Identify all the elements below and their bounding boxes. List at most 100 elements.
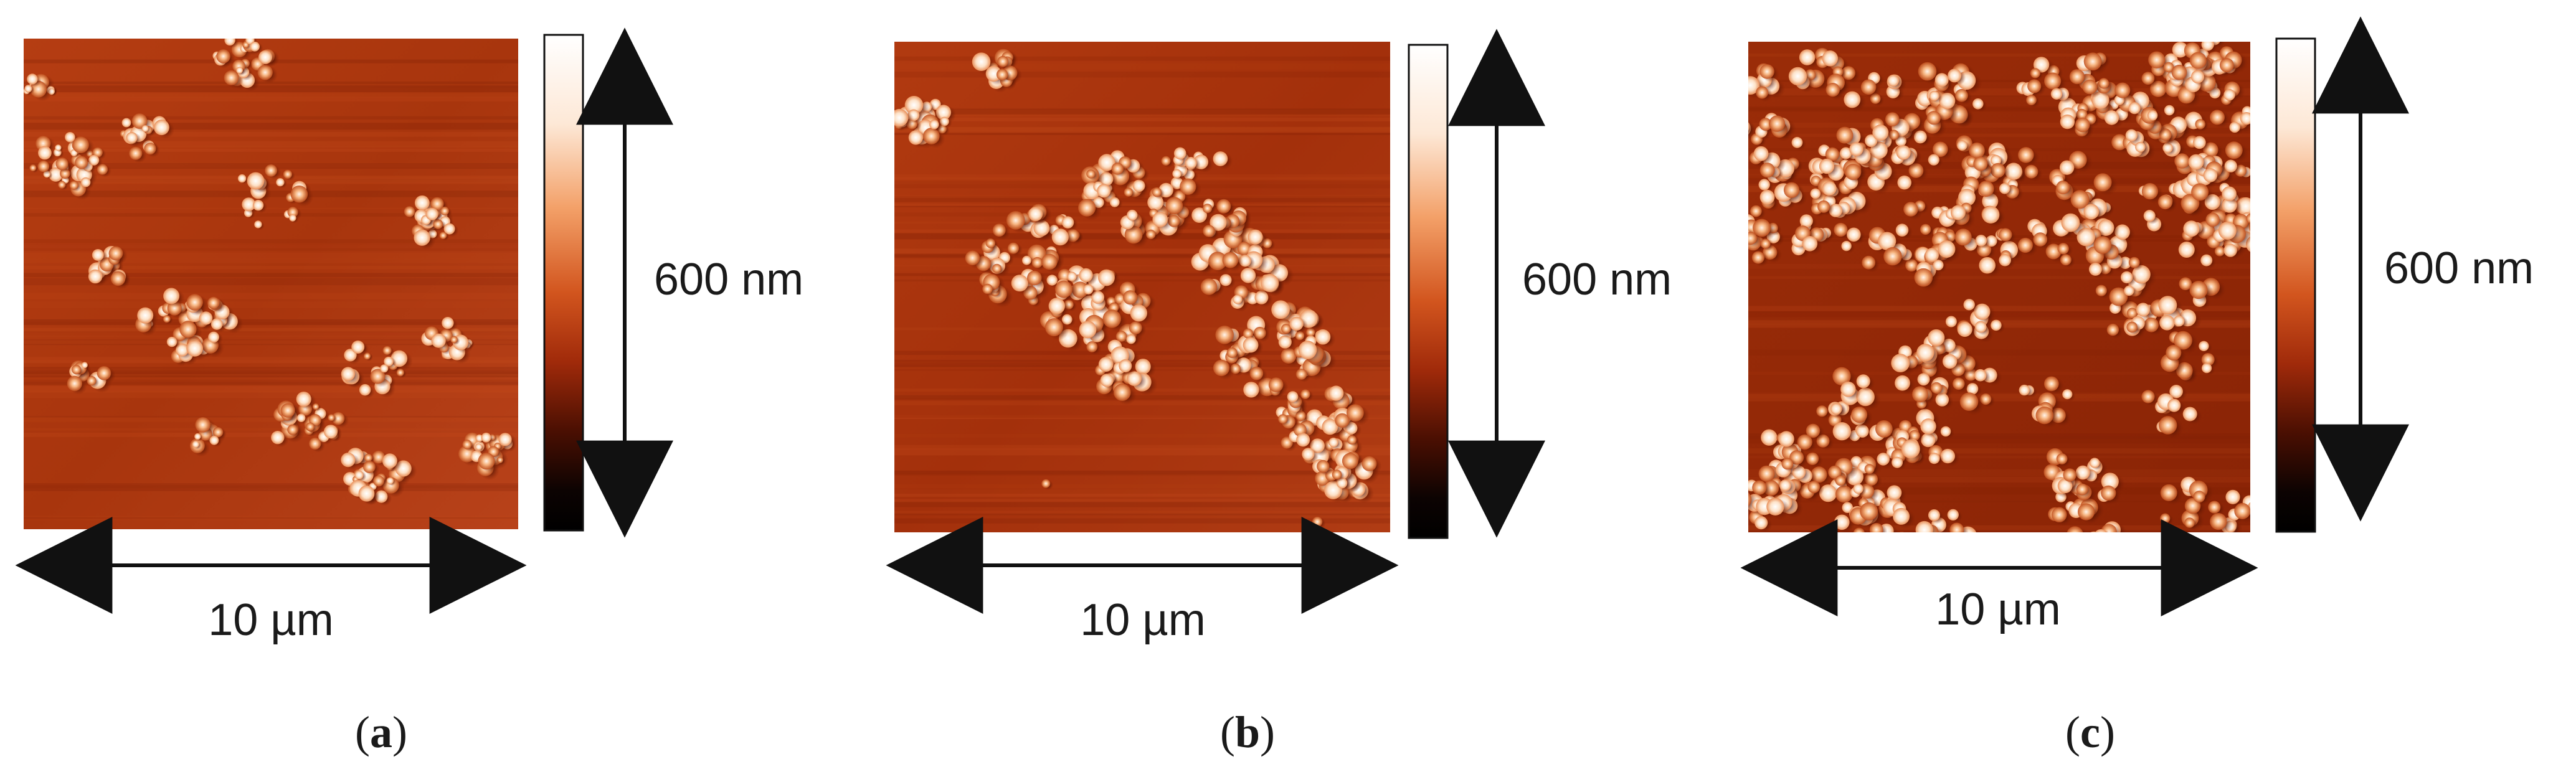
nanoparticle xyxy=(370,369,386,384)
scan-streak xyxy=(24,357,518,361)
nanoparticle xyxy=(2223,89,2235,101)
scan-streak xyxy=(24,146,518,150)
nanoparticle xyxy=(1931,382,1943,394)
nanoparticle xyxy=(1928,154,1939,166)
nanoparticle xyxy=(216,49,230,64)
nanoparticle xyxy=(2209,29,2220,40)
nanoparticle xyxy=(1778,431,1794,447)
nanoparticle xyxy=(1895,224,1909,237)
nanoparticle xyxy=(2095,529,2107,532)
nanoparticle xyxy=(2030,68,2040,78)
nanoparticle xyxy=(137,307,154,324)
nanoparticle xyxy=(1999,228,2012,242)
nanoparticle xyxy=(1342,453,1358,469)
nanoparticle xyxy=(1759,162,1775,178)
nanoparticle xyxy=(929,120,939,130)
nanoparticle xyxy=(37,160,50,172)
scan-streak xyxy=(894,204,1390,206)
scan-streak xyxy=(894,418,1390,420)
nanoparticle xyxy=(247,172,265,190)
nanoparticle xyxy=(2050,88,2063,100)
nanoparticle xyxy=(1078,199,1096,217)
particle-shadow xyxy=(2089,535,2110,556)
scan-streak xyxy=(894,64,1390,70)
nanoparticle xyxy=(1783,182,1800,198)
nanoparticle xyxy=(997,55,1009,67)
nanoparticle xyxy=(478,453,495,470)
nanoparticle xyxy=(1041,253,1058,270)
nanoparticle xyxy=(1946,542,1963,558)
nanoparticle xyxy=(1750,205,1762,217)
scan-streak xyxy=(894,489,1390,496)
nanoparticle xyxy=(1216,199,1231,214)
panel-b: 600 nm 10 µm (b) xyxy=(886,29,1672,757)
nanoparticle xyxy=(1835,475,1846,486)
nanoparticle xyxy=(1243,382,1259,398)
nanoparticle xyxy=(1917,373,1930,386)
nanoparticle xyxy=(1261,274,1279,292)
nanoparticle xyxy=(2200,254,2213,266)
scan-streak xyxy=(894,511,1390,514)
nanoparticle xyxy=(1724,490,1739,505)
nanoparticle xyxy=(1278,335,1292,349)
nanoparticle xyxy=(1878,232,1896,250)
nanoparticle xyxy=(283,169,293,179)
nanoparticle xyxy=(1208,252,1227,271)
nanoparticle xyxy=(1203,225,1215,237)
particle-shadow xyxy=(2250,502,2269,520)
particle-shadow xyxy=(1948,543,1968,562)
scan-streak xyxy=(24,379,518,385)
scan-streak xyxy=(1748,393,2250,402)
particle-shadow xyxy=(2089,533,2108,552)
nanoparticle xyxy=(439,232,447,240)
nanoparticle xyxy=(2249,224,2250,232)
nanoparticle xyxy=(224,70,239,85)
nanoparticle xyxy=(1840,147,1852,159)
nanoparticle xyxy=(382,453,397,469)
nanoparticle xyxy=(1914,268,1933,287)
scan-streak xyxy=(24,123,518,130)
nanoparticle xyxy=(2182,407,2197,421)
nanoparticle xyxy=(363,461,376,473)
nanoparticle xyxy=(2167,398,2181,412)
nanoparticle xyxy=(1832,422,1851,441)
nanoparticle xyxy=(1753,146,1769,161)
scan-streak xyxy=(894,351,1390,355)
nanoparticle xyxy=(1723,504,1739,520)
nanoparticle xyxy=(1328,437,1338,448)
nanoparticle xyxy=(1146,229,1156,240)
nanoparticle xyxy=(2159,416,2177,435)
nanoparticle xyxy=(1119,359,1132,373)
nanoparticle xyxy=(2201,353,2215,366)
nanoparticle xyxy=(2141,72,2155,85)
scan-streak xyxy=(24,390,518,398)
nanoparticle xyxy=(1875,420,1893,438)
panel-a: 600 nm 10 µm (a) xyxy=(15,27,803,757)
scan-streak xyxy=(1748,525,2250,530)
nanoparticle xyxy=(1213,151,1228,166)
nanoparticle xyxy=(1853,483,1863,494)
nanoparticle xyxy=(1920,418,1936,435)
nanoparticle xyxy=(1949,522,1964,532)
nanoparticle xyxy=(2183,220,2200,237)
nanoparticle xyxy=(186,340,204,357)
nanoparticle xyxy=(1940,426,1951,437)
scan-streak xyxy=(24,179,518,184)
nanoparticle xyxy=(2043,376,2059,392)
nanoparticle xyxy=(908,130,924,145)
nanoparticle xyxy=(1895,375,1910,391)
nanoparticle xyxy=(58,181,66,189)
nanoparticle xyxy=(2093,236,2112,254)
nanoparticle xyxy=(1963,299,1975,311)
scan-streak xyxy=(24,329,518,336)
nanoparticle xyxy=(1791,136,1803,148)
nanoparticle xyxy=(141,125,149,132)
nanoparticle xyxy=(1860,502,1878,520)
scan-streak xyxy=(24,327,518,330)
nanoparticle xyxy=(2189,281,2208,299)
nanoparticle xyxy=(1942,354,1958,369)
nanoparticle xyxy=(250,41,260,52)
nanoparticle xyxy=(2135,141,2146,153)
nanoparticle xyxy=(1982,205,2000,224)
colorbar-b xyxy=(1408,44,1449,539)
